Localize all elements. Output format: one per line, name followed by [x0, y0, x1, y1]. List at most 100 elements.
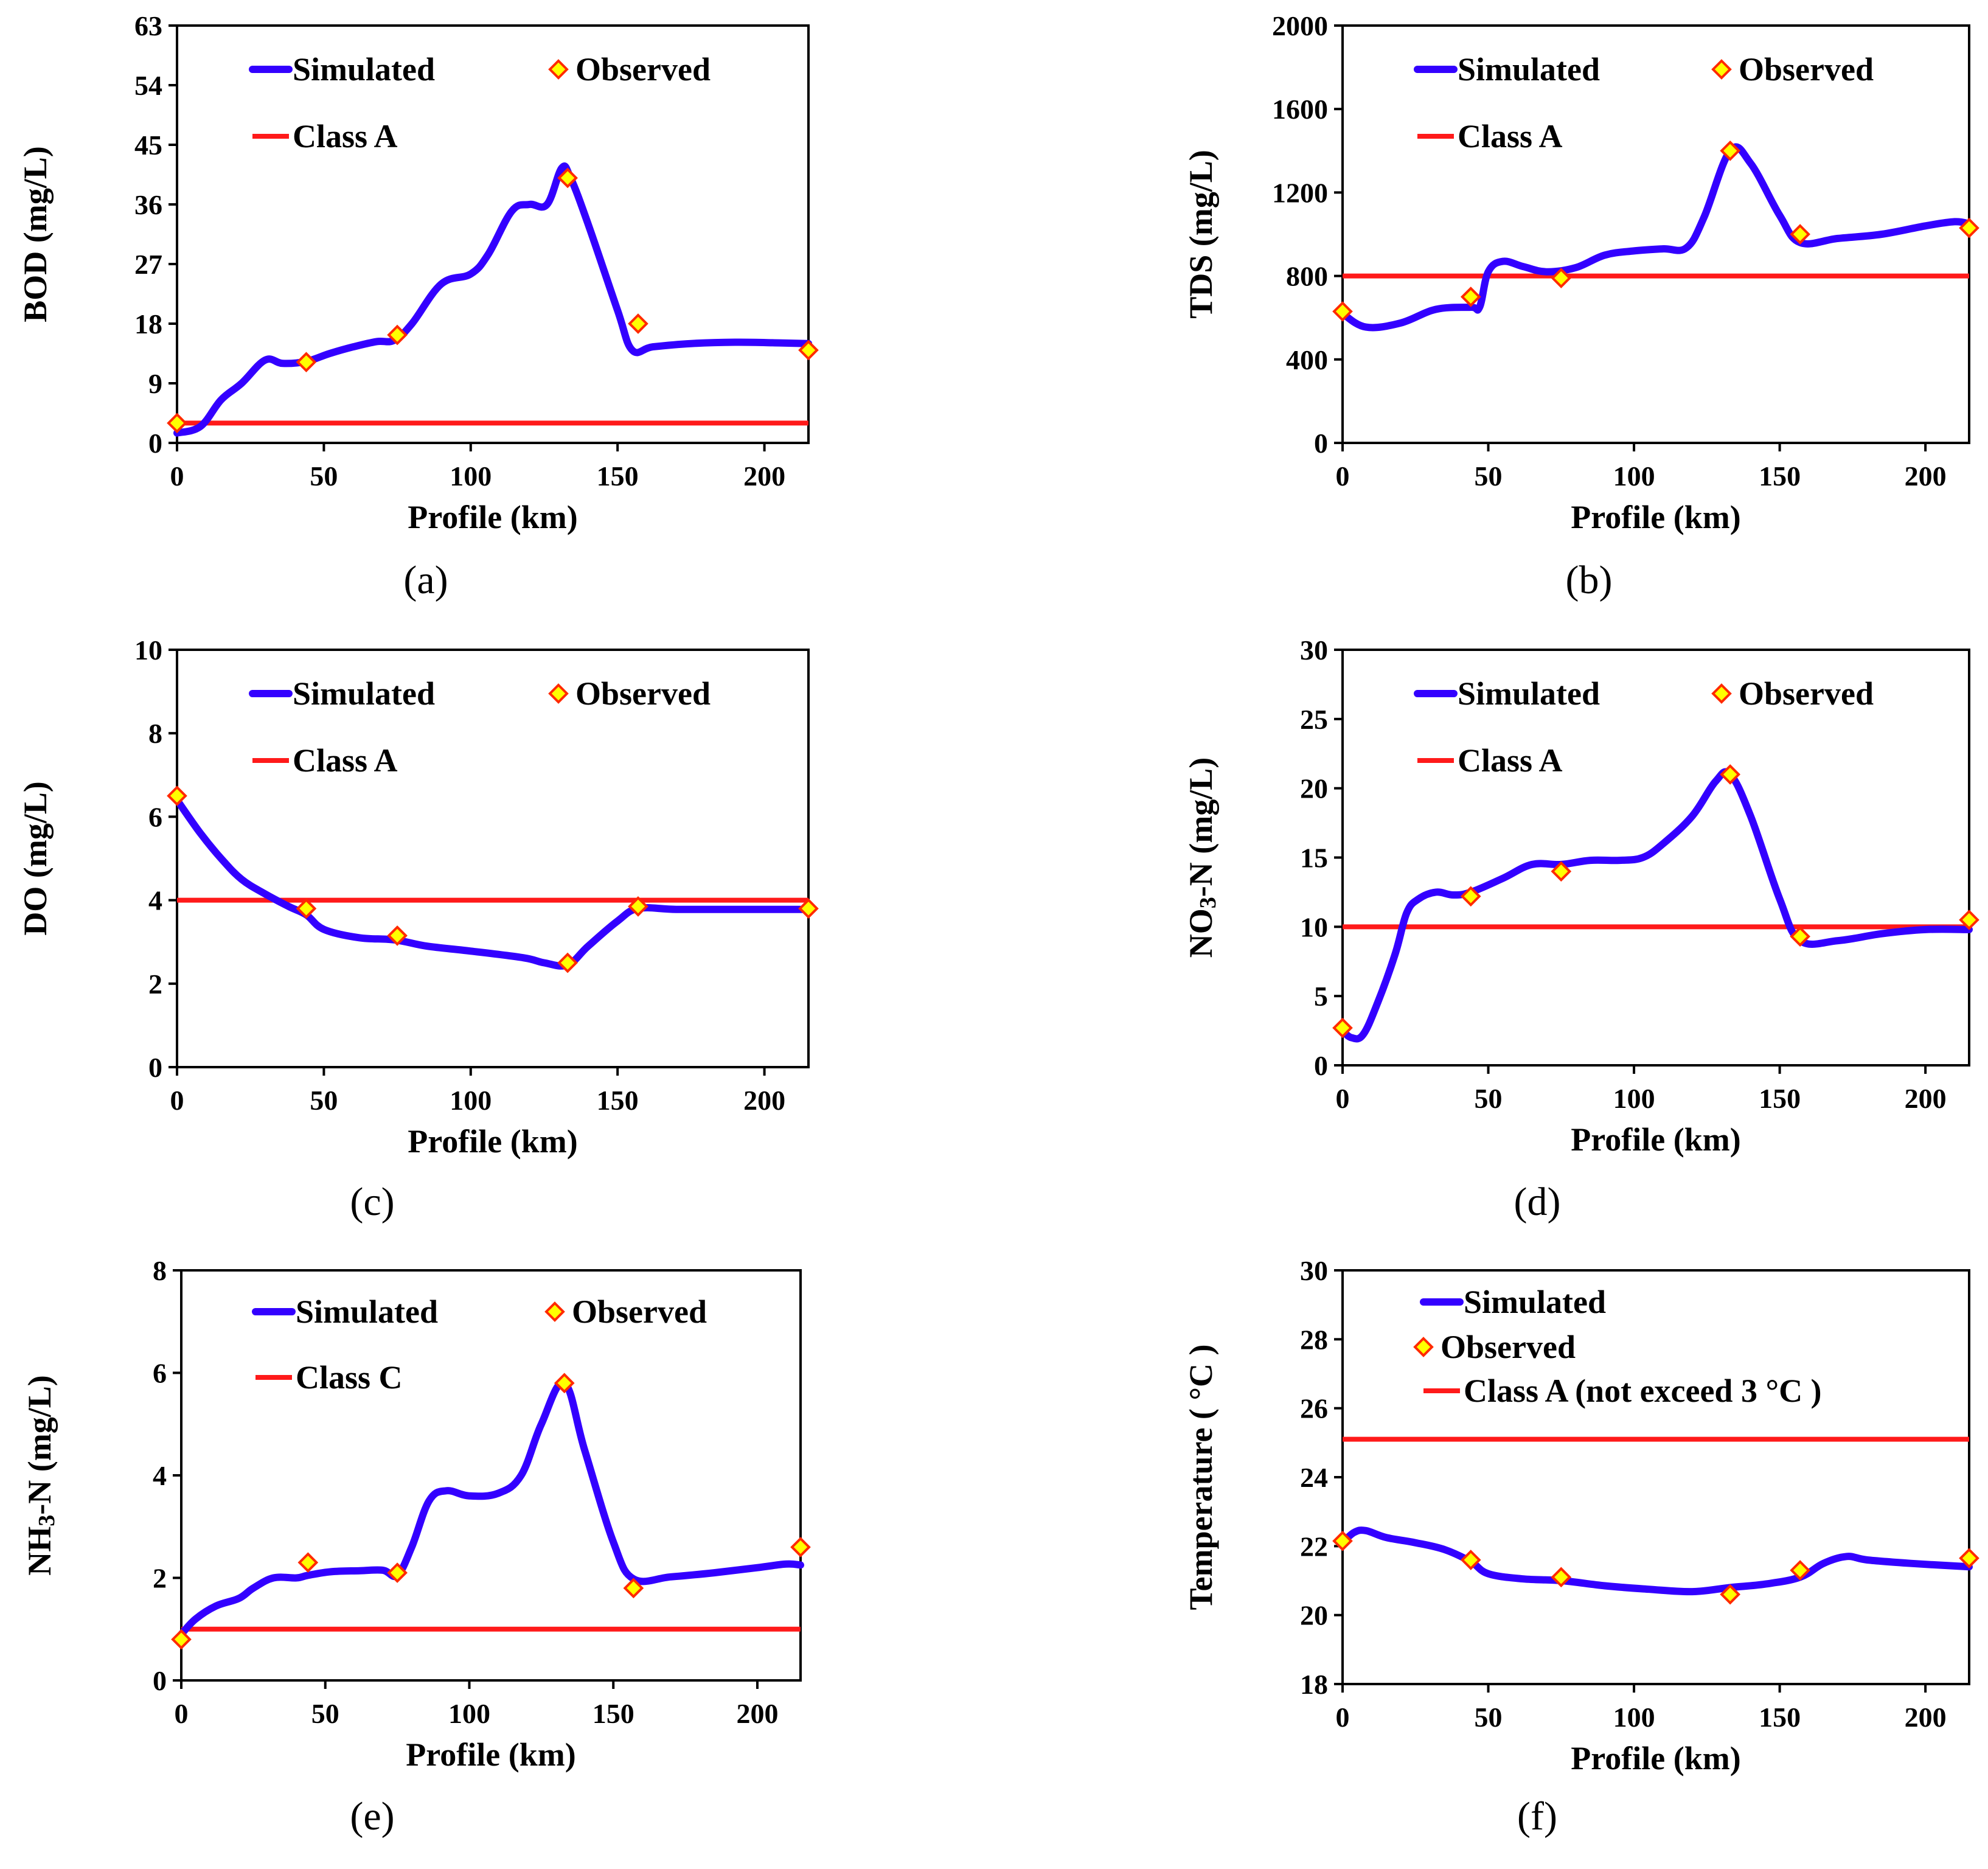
observed-point [1790, 224, 1810, 245]
y-tick-label: 2 [148, 969, 162, 1000]
observed-point [296, 898, 317, 919]
y-tick-label: 0 [148, 428, 162, 459]
x-tick-label: 100 [1613, 1702, 1655, 1733]
observed-point [1720, 1584, 1740, 1605]
observed-point [1720, 764, 1740, 785]
observed-point [790, 1537, 811, 1558]
legend-observed-label: Observed [575, 675, 711, 712]
legend-observed-label: Observed [1739, 51, 1874, 88]
legend-simulated-label: Simulated [293, 675, 435, 712]
legend-simulated-label: Simulated [1458, 51, 1600, 88]
y-axis-label: NO3-N (mg/L) [1183, 757, 1221, 958]
observed-point [297, 1552, 319, 1573]
y-tick-label: 2000 [1272, 10, 1328, 41]
observed-point [1790, 926, 1810, 947]
legend-observed-marker [1711, 683, 1732, 704]
observed-point [167, 412, 187, 434]
y-tick-label: 22 [1300, 1531, 1328, 1562]
y-tick-label: 63 [134, 10, 162, 41]
y-tick-label: 27 [134, 249, 162, 280]
x-tick-label: 0 [170, 461, 184, 492]
x-tick-label: 150 [597, 1085, 639, 1116]
y-tick-label: 6 [148, 801, 162, 832]
y-tick-label: 400 [1286, 344, 1328, 375]
y-tick-label: 15 [1300, 843, 1328, 874]
chart-panel-d: 0 5 10 15 20 25 30 0 50 100 150 200 Profile (km) NO3-… [1183, 635, 1979, 1224]
y-axis-label: DO (mg/L) [17, 781, 54, 935]
legend-observed-marker [548, 683, 569, 704]
legend-observed-label: Observed [1739, 675, 1874, 712]
x-tick-label: 100 [450, 461, 492, 492]
x-axis-label: Profile (km) [1571, 1121, 1740, 1158]
y-tick-label: 0 [1314, 428, 1328, 459]
observed-point [1551, 1567, 1572, 1588]
observed-point [1720, 140, 1740, 161]
x-tick-label: 50 [1475, 1702, 1503, 1733]
x-axis-label: Profile (km) [1571, 499, 1740, 535]
x-tick-label: 150 [1759, 1702, 1801, 1733]
panel-caption: (a) [403, 558, 448, 602]
x-tick-label: 0 [170, 1085, 184, 1116]
x-tick-label: 150 [1759, 1083, 1801, 1114]
legend-threshold-label: Class A [293, 742, 398, 779]
x-tick-label: 0 [1336, 1702, 1350, 1733]
simulated-series-line [173, 162, 812, 437]
y-axis-label: TDS (mg/L) [1183, 150, 1219, 319]
x-tick-label: 200 [743, 1085, 785, 1116]
y-tick-label: 0 [153, 1665, 167, 1696]
y-tick-label: 36 [134, 189, 162, 220]
observed-point [557, 167, 578, 189]
y-tick-label: 28 [1300, 1324, 1328, 1355]
x-tick-label: 50 [311, 1698, 339, 1729]
y-tick-label: 54 [134, 70, 162, 101]
legend-observed-marker [1413, 1337, 1434, 1357]
observed-point [171, 1629, 192, 1650]
observed-point [628, 313, 648, 334]
y-tick-label: 10 [1300, 911, 1328, 942]
observed-point [387, 324, 408, 346]
legend-observed-label: Observed [1441, 1329, 1576, 1365]
chart-panel-e: 0 2 4 6 8 0 50 100 150 200 Profile (km) NH3-N (mg/L… [21, 1255, 811, 1839]
observed-point [387, 1562, 408, 1583]
x-tick-label: 200 [1905, 1702, 1947, 1733]
x-axis-label: Profile (km) [408, 1123, 577, 1160]
observed-point [296, 352, 317, 372]
x-tick-label: 100 [450, 1085, 492, 1116]
x-tick-label: 200 [1905, 461, 1947, 492]
x-tick-label: 200 [1905, 1083, 1947, 1114]
x-tick-label: 100 [448, 1698, 490, 1729]
y-tick-label: 24 [1300, 1462, 1328, 1493]
legend-threshold-label: Class A (not exceed 3 °C ) [1464, 1373, 1822, 1409]
observed-point [1332, 301, 1353, 322]
y-tick-label: 18 [134, 308, 162, 339]
legend-threshold-label: Class A [1458, 742, 1563, 779]
legend-simulated-label: Simulated [296, 1293, 438, 1330]
observed-point [167, 785, 187, 806]
panel-caption: (c) [350, 1180, 394, 1224]
x-axis-label: Profile (km) [1571, 1740, 1740, 1777]
observed-point [1959, 1548, 1979, 1568]
observed-point [1332, 1531, 1353, 1551]
legend-simulated-label: Simulated [1464, 1284, 1606, 1320]
plot-frame [176, 649, 810, 1068]
x-tick-label: 100 [1613, 1083, 1655, 1114]
observed-point [1460, 1550, 1481, 1570]
x-tick-label: 0 [1336, 461, 1350, 492]
x-tick-label: 50 [1475, 461, 1503, 492]
x-tick-label: 50 [1475, 1083, 1503, 1114]
observed-point [1790, 1560, 1810, 1581]
y-tick-label: 45 [134, 130, 162, 161]
panel-caption: (b) [1566, 558, 1613, 602]
y-tick-label: 8 [153, 1255, 167, 1286]
y-tick-label: 26 [1300, 1393, 1328, 1424]
observed-point [1460, 287, 1481, 307]
x-tick-label: 50 [310, 1085, 338, 1116]
y-axis-label: Temperature ( °C ) [1183, 1344, 1219, 1610]
legend-threshold-label: Class A [293, 118, 398, 155]
observed-point [554, 1373, 575, 1394]
x-tick-label: 150 [593, 1698, 634, 1729]
chart-panel-a: 0 9 18 27 36 45 54 63 0 50 100 150 200 Profile (km) BO… [17, 10, 819, 602]
observed-point [1460, 886, 1481, 907]
x-tick-label: 50 [310, 461, 338, 492]
y-tick-label: 1600 [1272, 94, 1328, 125]
